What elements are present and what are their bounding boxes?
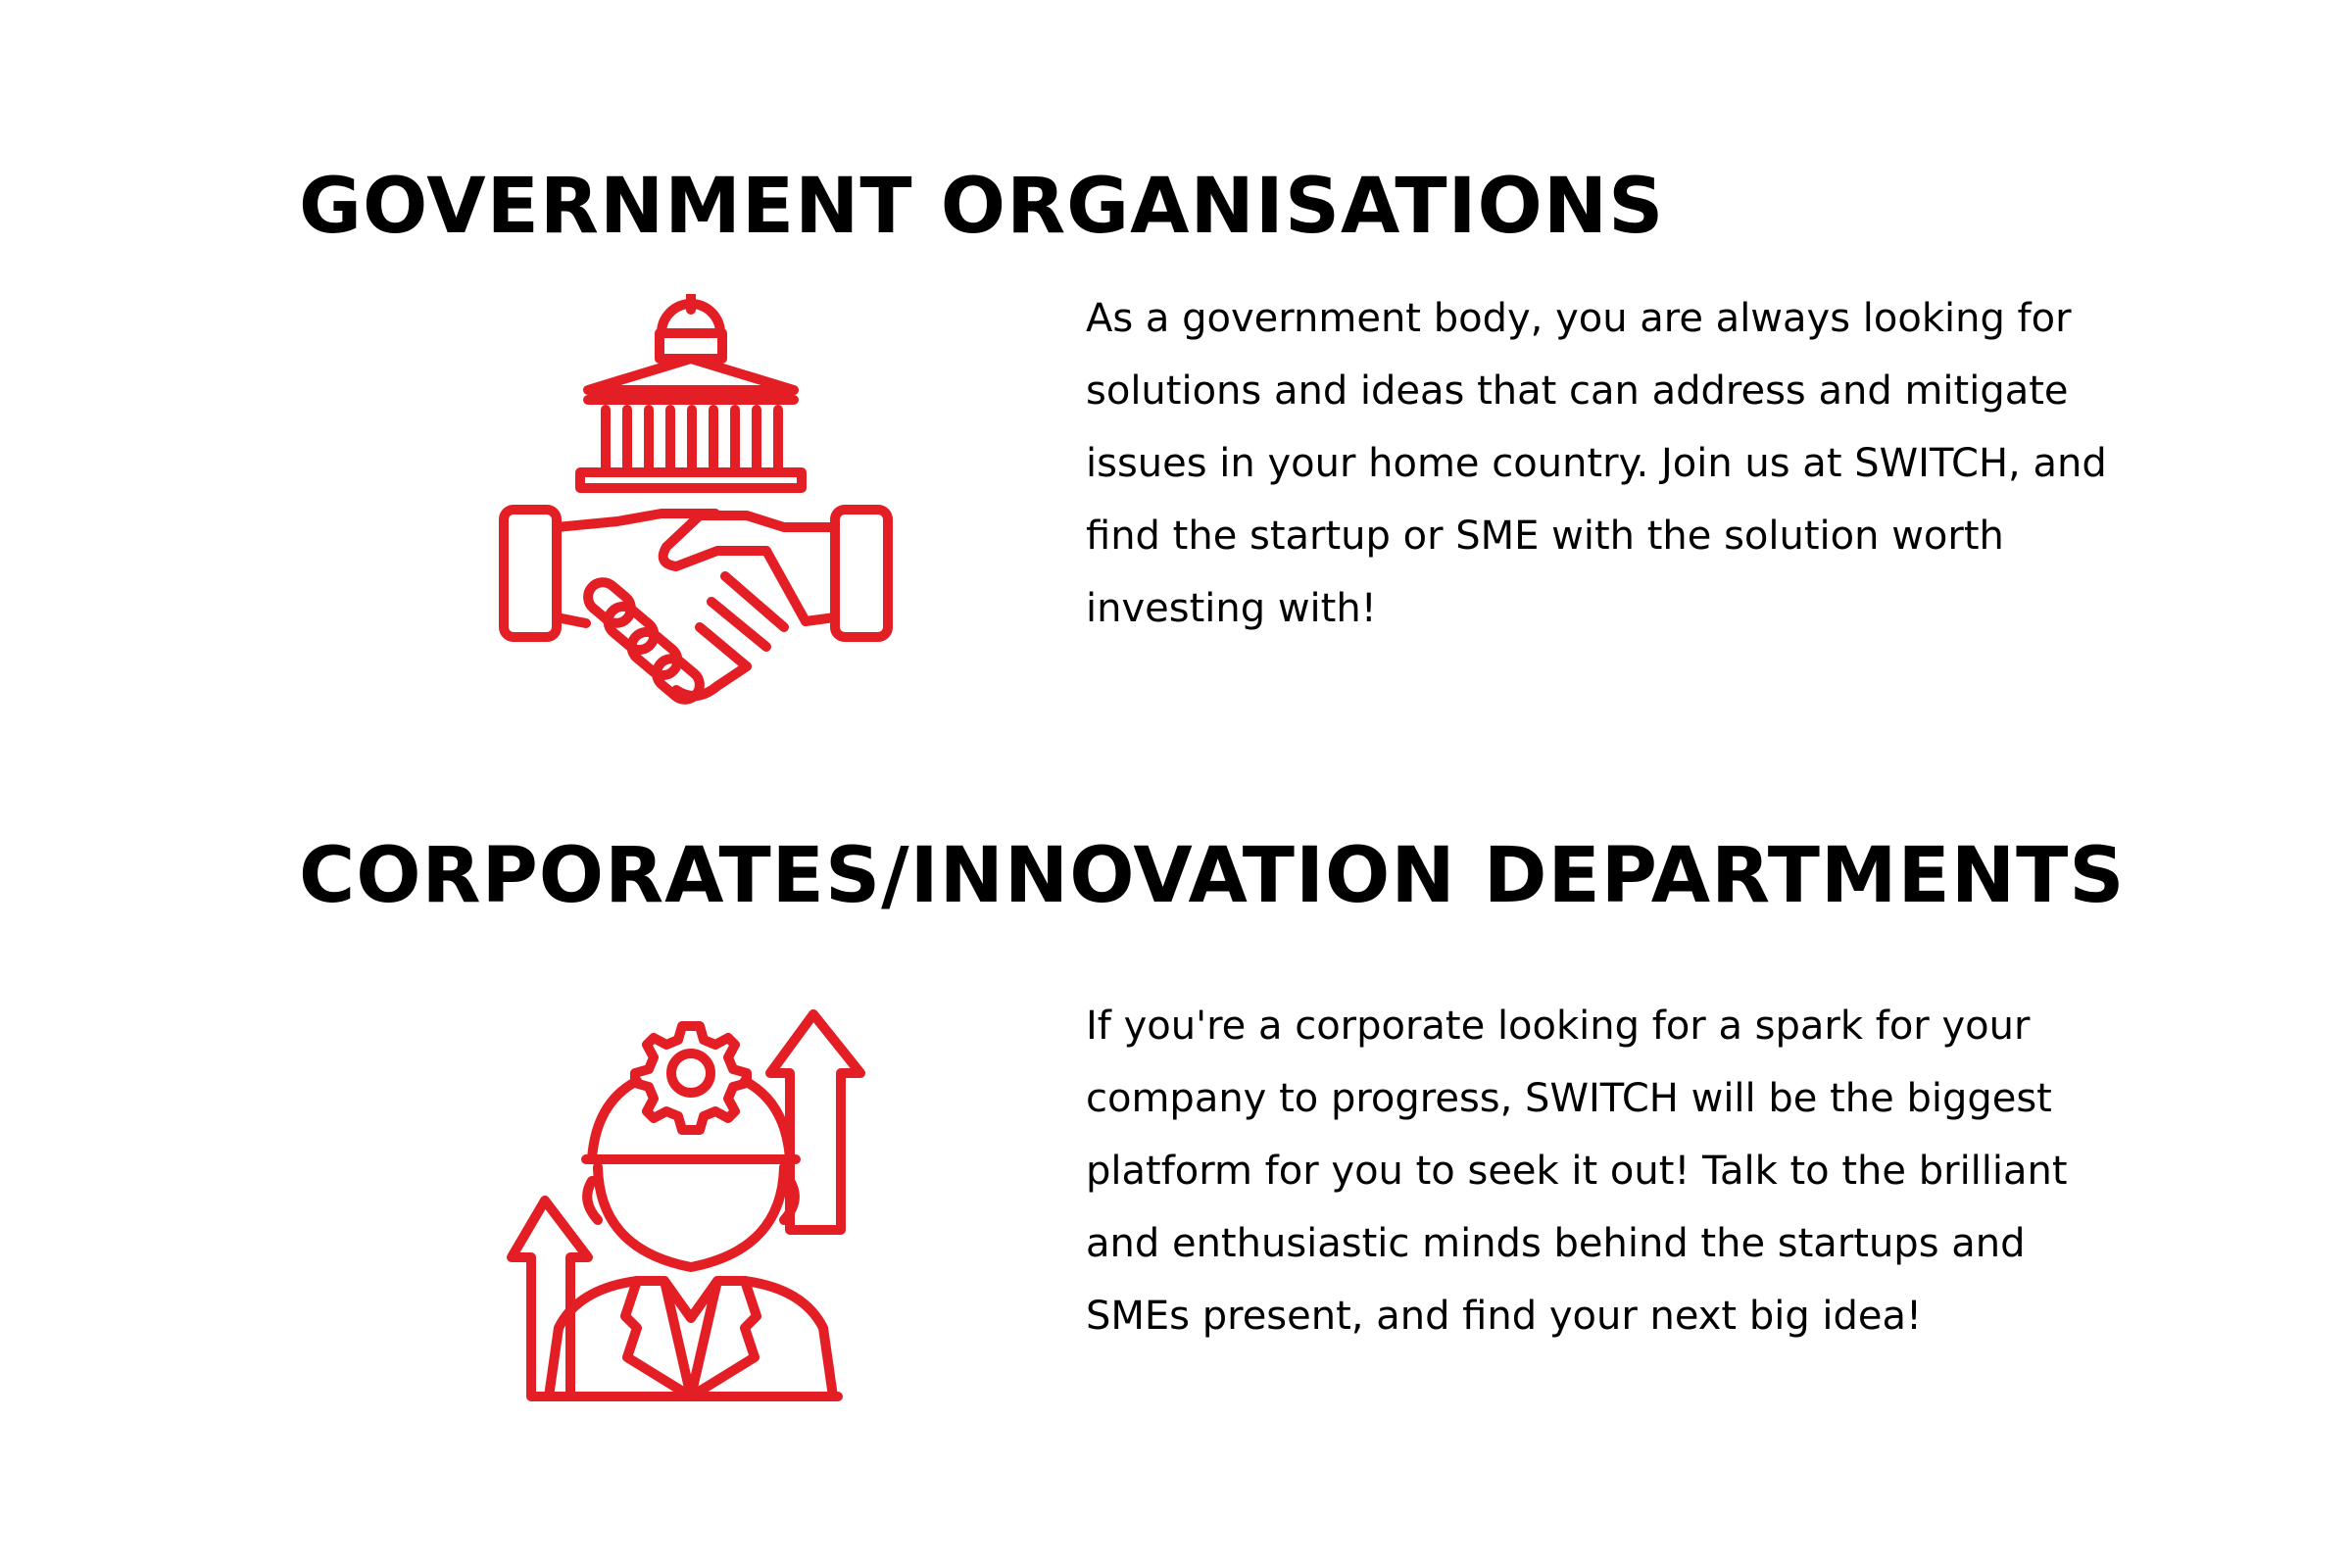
section-title-corporates: CORPORATES/INNOVATION DEPARTMENTS xyxy=(299,832,2126,920)
section-text-corporates: If you're a corporate looking for a spar… xyxy=(1086,1004,2068,1339)
government-handshake-icon xyxy=(490,294,902,706)
engineer-growth-icon xyxy=(490,1004,902,1416)
section-text-government: As a government body, you are always loo… xyxy=(1086,296,2107,631)
section-title-government: GOVERNMENT ORGANISATIONS xyxy=(299,163,1665,251)
